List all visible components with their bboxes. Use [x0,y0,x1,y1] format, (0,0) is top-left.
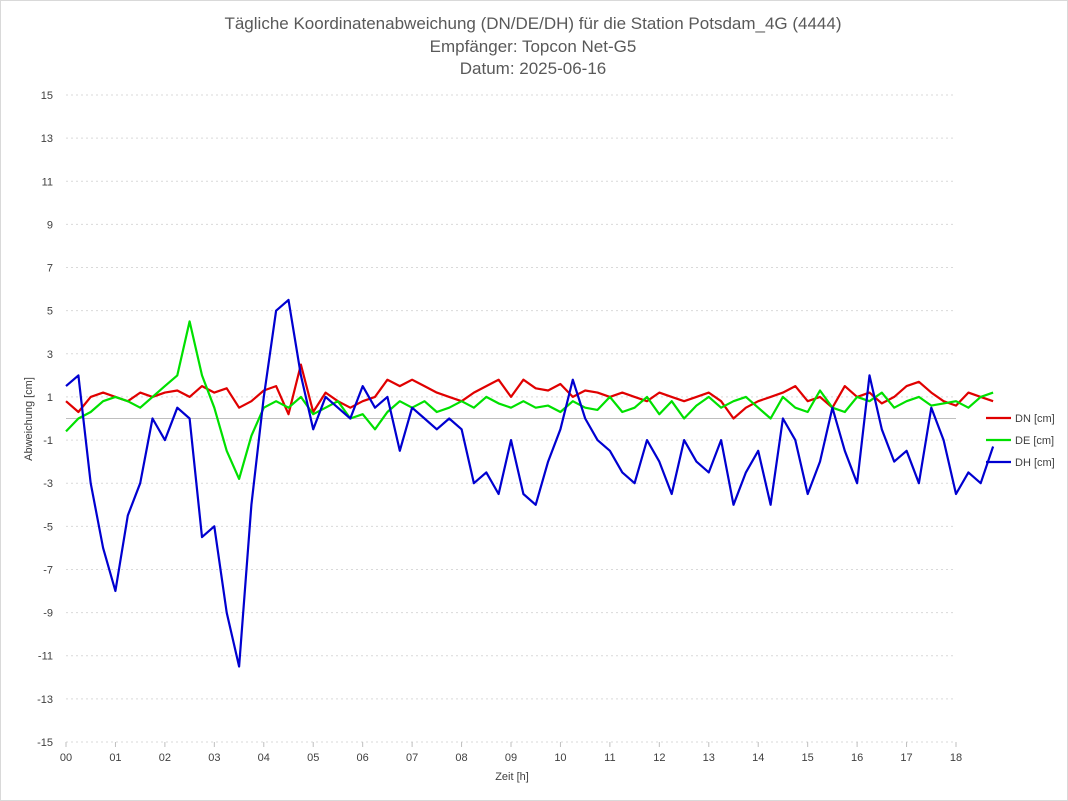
y-tick-label: 7 [47,263,53,275]
x-tick-label: 18 [950,752,962,764]
y-tick-label: -15 [37,737,53,749]
x-tick-label: 01 [109,752,121,764]
y-tick-label: -1 [43,435,53,447]
chart-title: Tägliche Koordinatenabweichung (DN/DE/DH… [224,14,841,78]
x-tick-label: 07 [406,752,418,764]
x-tick-label: 12 [653,752,665,764]
x-tick-label: 03 [208,752,220,764]
x-axis-label: Zeit [h] [495,771,529,783]
x-tick-label: 06 [357,752,369,764]
y-tick-label: -7 [43,564,53,576]
legend-entry: DN [cm] [1015,413,1055,425]
y-tick-label: -9 [43,608,53,620]
x-tick-label: 16 [851,752,863,764]
y-axis-ticks: 15 13 11 9 7 5 3 1 -1 -3 -5 -7 -9 -11 -13 -15 [37,90,53,749]
x-tick-label: 00 [60,752,72,764]
title-line-2: Empfänger: Topcon Net-G5 [430,37,637,56]
y-tick-label: 13 [41,133,53,145]
y-axis-label: Abweichung [cm] [23,377,35,461]
y-tick-label: 15 [41,90,53,102]
legend-entry: DH [cm] [1015,457,1055,469]
x-tick-label: 10 [554,752,566,764]
x-tick-label: 13 [703,752,715,764]
legend: DN [cm] DE [cm] DH [cm] [986,413,1055,469]
y-tick-label: 1 [47,392,53,404]
x-tick-label: 04 [258,752,270,764]
x-tick-label: 15 [802,752,814,764]
x-tick-label: 05 [307,752,319,764]
x-axis-ticks: 00 01 02 03 04 05 06 07 08 09 10 11 12 13 14 15 16 17 18 [60,742,962,764]
y-tick-label: 5 [47,306,53,318]
series-lines [65,298,995,668]
y-tick-label: 3 [47,349,53,361]
y-tick-label: -13 [37,694,53,706]
y-tick-label: -11 [38,651,53,663]
gridlines [66,94,956,743]
y-tick-label: 9 [47,219,53,231]
x-tick-label: 14 [752,752,764,764]
series-line-dh [65,298,995,668]
series-line-de [65,320,994,480]
x-tick-label: 08 [455,752,467,764]
title-line-3: Datum: 2025-06-16 [460,59,606,78]
series-line-dn [65,363,994,420]
x-tick-label: 02 [159,752,171,764]
legend-entry: DE [cm] [1015,435,1054,447]
y-tick-label: 11 [42,176,53,188]
y-tick-label: -3 [43,478,53,490]
y-tick-label: -5 [43,521,53,533]
x-tick-label: 11 [604,752,615,764]
x-tick-label: 17 [900,752,912,764]
title-line-1: Tägliche Koordinatenabweichung (DN/DE/DH… [224,14,841,33]
x-tick-label: 09 [505,752,517,764]
